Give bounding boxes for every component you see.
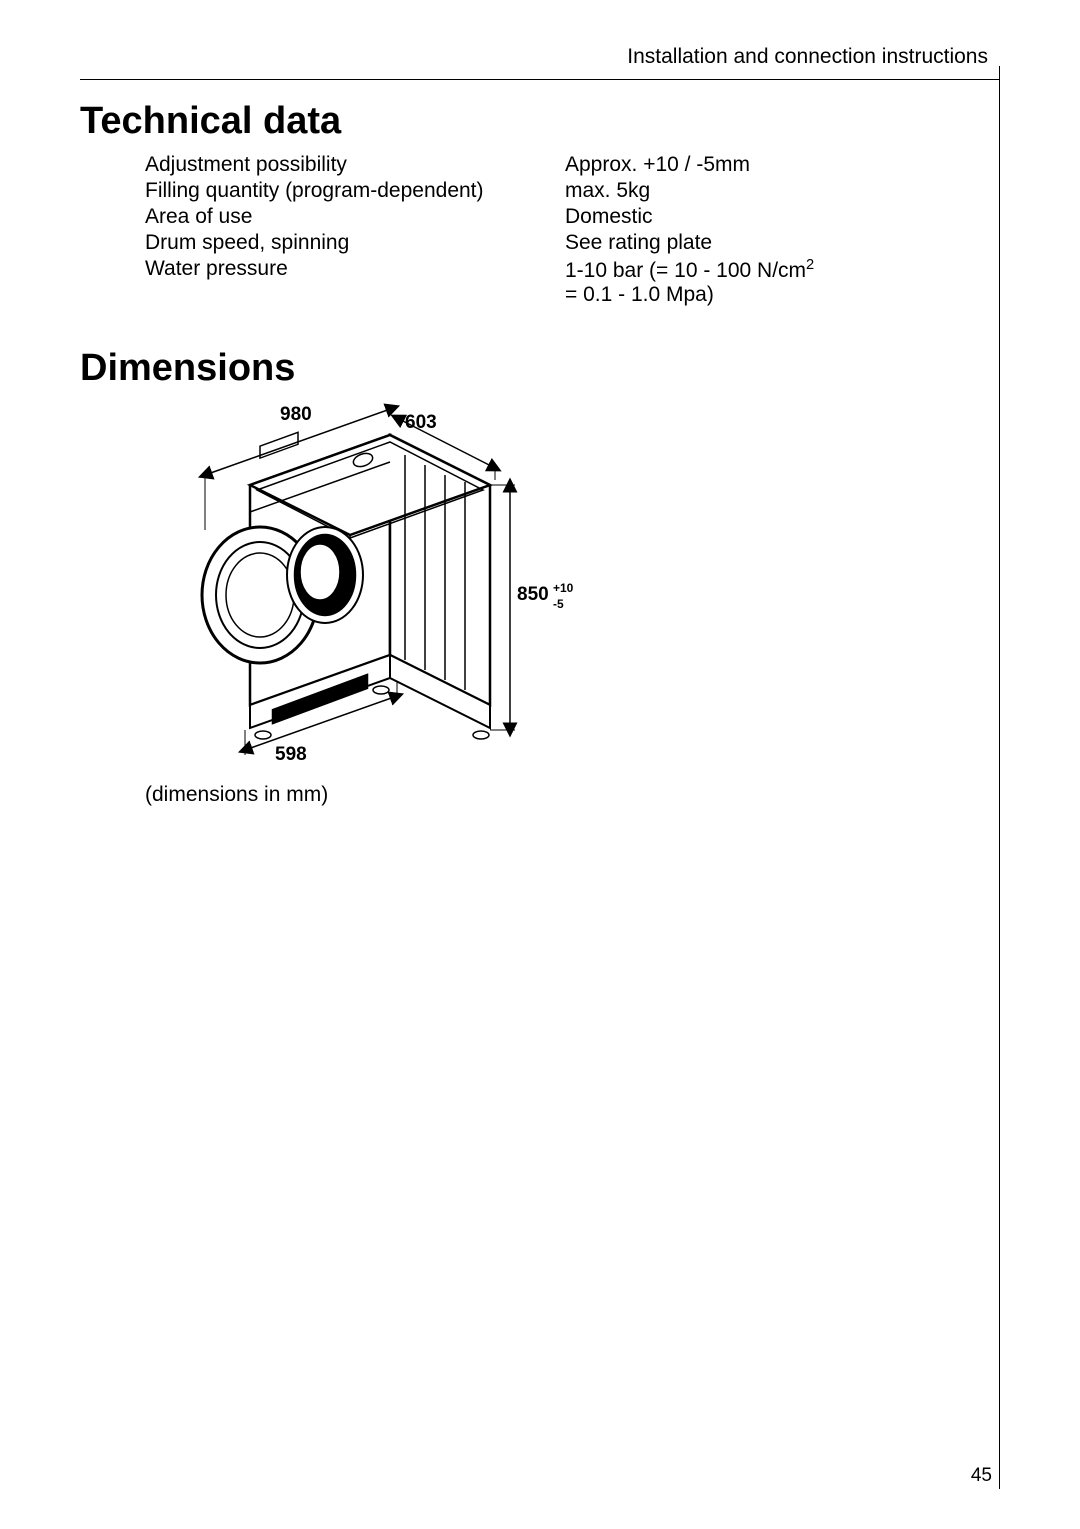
spec-value: See rating plate	[565, 231, 905, 255]
dim-850: 850	[517, 584, 549, 605]
dim-850-sub: -5	[553, 597, 564, 611]
technical-data-table: Adjustment possibility Approx. +10 / -5m…	[145, 153, 1000, 307]
page: Installation and connection instructions…	[0, 0, 1080, 1529]
spec-label: Water pressure	[145, 257, 545, 307]
dimensions-heading: Dimensions	[80, 347, 1000, 390]
spec-label: Area of use	[145, 205, 545, 229]
technical-data-heading: Technical data	[80, 100, 1000, 143]
water-pressure-line1: 1-10 bar (= 10 - 100 N/cm2	[565, 259, 814, 282]
dimensions-caption: (dimensions in mm)	[145, 783, 1000, 807]
dim-850-sup: +10	[553, 581, 574, 595]
header-rule	[80, 79, 1000, 80]
spec-label: Filling quantity (program-dependent)	[145, 179, 545, 203]
right-border-line	[999, 66, 1000, 1489]
water-pressure-line2: = 0.1 - 1.0 Mpa)	[565, 283, 714, 306]
dim-980: 980	[280, 404, 312, 425]
spec-value: Approx. +10 / -5mm	[565, 153, 905, 177]
spec-value: Domestic	[565, 205, 905, 229]
spec-value: max. 5kg	[565, 179, 905, 203]
spec-label: Adjustment possibility	[145, 153, 545, 177]
dimensions-figure: 980 603 850 +10 -5 598	[145, 400, 1000, 775]
spec-label: Drum speed, spinning	[145, 231, 545, 255]
dim-603: 603	[405, 412, 437, 433]
spec-value: 1-10 bar (= 10 - 100 N/cm2 = 0.1 - 1.0 M…	[565, 257, 905, 307]
washer-diagram-icon: 980 603 850 +10 -5 598	[145, 400, 585, 770]
dim-598: 598	[275, 744, 307, 765]
header-section-title: Installation and connection instructions	[80, 45, 988, 69]
page-number: 45	[971, 1465, 992, 1487]
